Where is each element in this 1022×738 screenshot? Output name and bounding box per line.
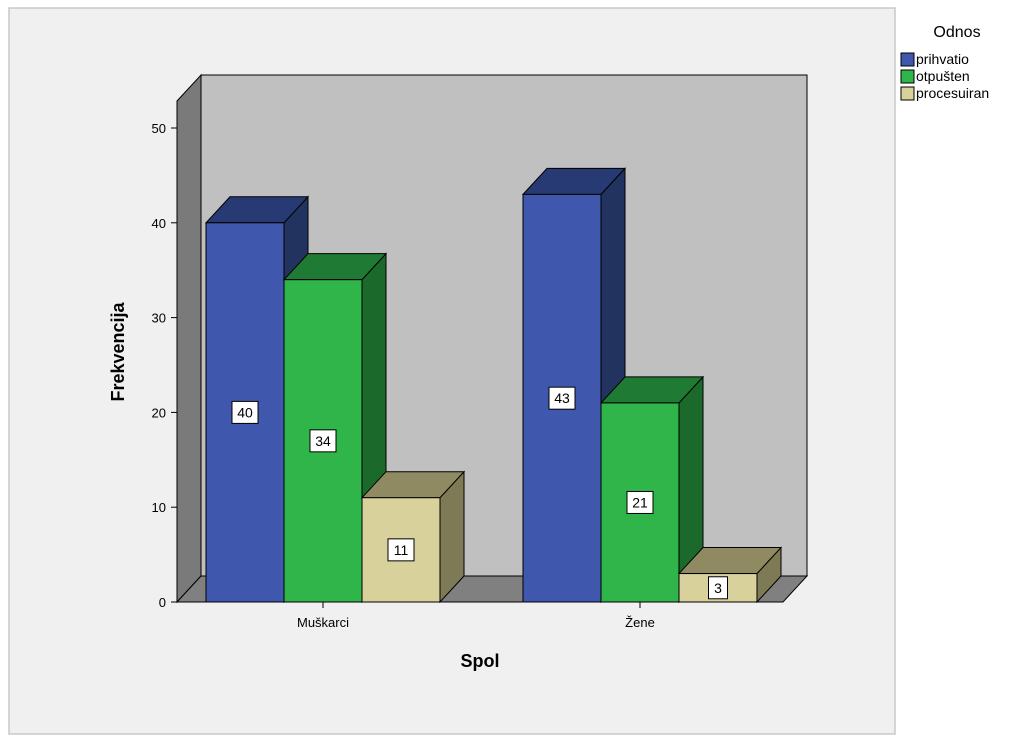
data-label-box xyxy=(626,490,654,514)
legend-label: otpušten xyxy=(916,68,970,84)
data-label-box xyxy=(548,386,576,410)
bar-procesuiran-Žene: 3 xyxy=(677,546,783,604)
legend-swatch xyxy=(900,69,915,84)
x-axis-title: Spol xyxy=(461,651,500,671)
data-label-box xyxy=(708,576,728,600)
data-label-box xyxy=(387,538,415,562)
data-label: 40 xyxy=(237,404,253,420)
y-tick-label: 10 xyxy=(152,500,166,515)
y-tick-label: 40 xyxy=(152,216,166,231)
legend-title: Odnos xyxy=(933,24,980,41)
data-label: 43 xyxy=(554,390,570,406)
x-tick-label: Žene xyxy=(625,615,655,630)
data-label-box xyxy=(309,429,337,453)
legend-swatch xyxy=(900,52,915,67)
y-axis-ticks: 0 10 20 30 40 50 xyxy=(152,121,177,610)
data-label: 3 xyxy=(714,580,722,596)
legend-label: prihvatio xyxy=(916,51,969,67)
data-label: 21 xyxy=(632,494,648,510)
data-label: 11 xyxy=(394,542,409,558)
data-label: 34 xyxy=(315,433,331,449)
x-axis-ticks: Muškarci Žene xyxy=(297,602,655,630)
y-axis-title: Frekvencija xyxy=(108,301,128,401)
y-tick-label: 0 xyxy=(159,595,166,610)
y-tick-label: 20 xyxy=(152,405,166,420)
y-tick-label: 30 xyxy=(152,311,166,326)
legend-swatch xyxy=(900,86,915,101)
legend-label: procesuiran xyxy=(916,85,989,101)
data-label-box xyxy=(231,400,259,424)
bar-otpušten-Žene: 21 xyxy=(599,375,705,604)
x-tick-label: Muškarci xyxy=(297,615,349,630)
bar-procesuiran-Muškarci: 11 xyxy=(360,470,466,604)
side-wall xyxy=(176,73,202,604)
bars: 40 34 11 43 21 3 xyxy=(204,167,783,604)
y-tick-label: 50 xyxy=(152,121,166,136)
